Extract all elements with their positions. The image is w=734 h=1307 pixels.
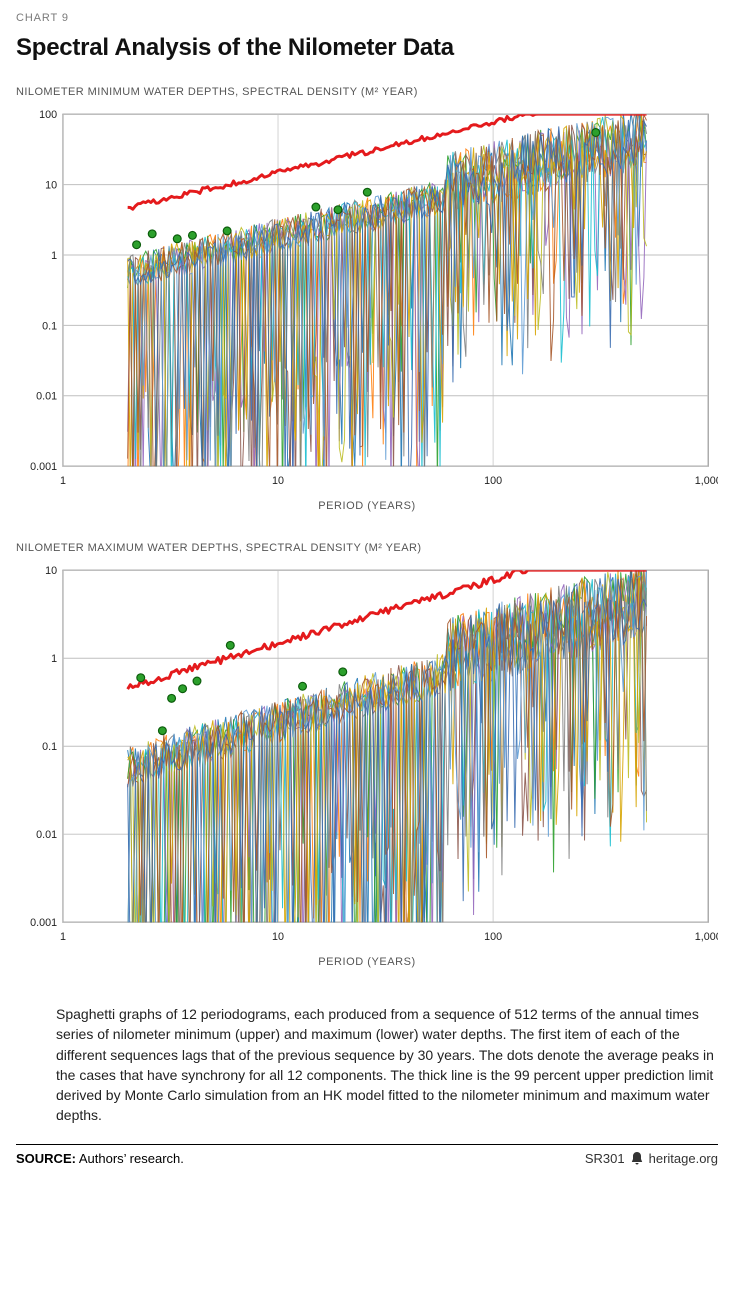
svg-text:1: 1 — [51, 250, 57, 262]
chart-eyebrow: CHART 9 — [16, 12, 718, 24]
footer: SOURCE: Authors’ research. SR301 heritag… — [16, 1151, 718, 1166]
x-axis-label-min: PERIOD (YEARS) — [16, 500, 718, 512]
source-line: SOURCE: Authors’ research. — [16, 1151, 184, 1166]
svg-text:0.01: 0.01 — [36, 829, 57, 841]
chart-title: Spectral Analysis of the Nilometer Data — [16, 34, 718, 62]
svg-text:1: 1 — [60, 931, 66, 943]
svg-text:0.001: 0.001 — [30, 461, 57, 473]
svg-text:0.001: 0.001 — [30, 917, 57, 929]
bell-icon — [631, 1151, 643, 1165]
svg-text:1,000: 1,000 — [695, 475, 718, 487]
chart-max: 0.001 0.01 0.1 1 10 1 10 100 1,000 PERIOD (YEARS… — [16, 560, 718, 968]
svg-text:10: 10 — [45, 180, 57, 192]
svg-text:100: 100 — [484, 931, 502, 943]
panel-label-min: NILOMETER MINIMUM WATER DEPTHS, SPECTRAL… — [16, 86, 718, 98]
svg-text:10: 10 — [272, 931, 284, 943]
svg-text:100: 100 — [39, 109, 57, 121]
spectral-chart-min: 0.001 0.01 0.1 1 10 100 1 10 100 1,000 — [16, 104, 718, 494]
panel-label-max: NILOMETER MAXIMUM WATER DEPTHS, SPECTRAL… — [16, 542, 718, 554]
source-label: SOURCE: — [16, 1151, 76, 1166]
source-text: Authors’ research. — [79, 1151, 184, 1166]
x-axis-label-max: PERIOD (YEARS) — [16, 956, 718, 968]
chart-min: 0.001 0.01 0.1 1 10 100 1 10 100 1,000 PERIOD (YE… — [16, 104, 718, 512]
svg-text:100: 100 — [484, 475, 502, 487]
footer-right: SR301 heritage.org — [585, 1151, 718, 1166]
svg-text:10: 10 — [45, 565, 57, 577]
svg-text:0.01: 0.01 — [36, 391, 57, 403]
svg-text:1: 1 — [60, 475, 66, 487]
panel-max: NILOMETER MAXIMUM WATER DEPTHS, SPECTRAL… — [16, 542, 718, 968]
svg-text:1: 1 — [51, 653, 57, 665]
svg-text:1,000: 1,000 — [695, 931, 718, 943]
footer-org: heritage.org — [649, 1151, 718, 1166]
svg-text:0.1: 0.1 — [42, 320, 57, 332]
caption-text: Spaghetti graphs of 12 periodograms, eac… — [16, 998, 718, 1138]
svg-text:10: 10 — [272, 475, 284, 487]
footer-id: SR301 — [585, 1151, 625, 1166]
footer-rule — [16, 1144, 718, 1145]
panel-min: NILOMETER MINIMUM WATER DEPTHS, SPECTRAL… — [16, 86, 718, 512]
spectral-chart-max: 0.001 0.01 0.1 1 10 1 10 100 1,000 — [16, 560, 718, 950]
svg-text:0.1: 0.1 — [42, 741, 57, 753]
